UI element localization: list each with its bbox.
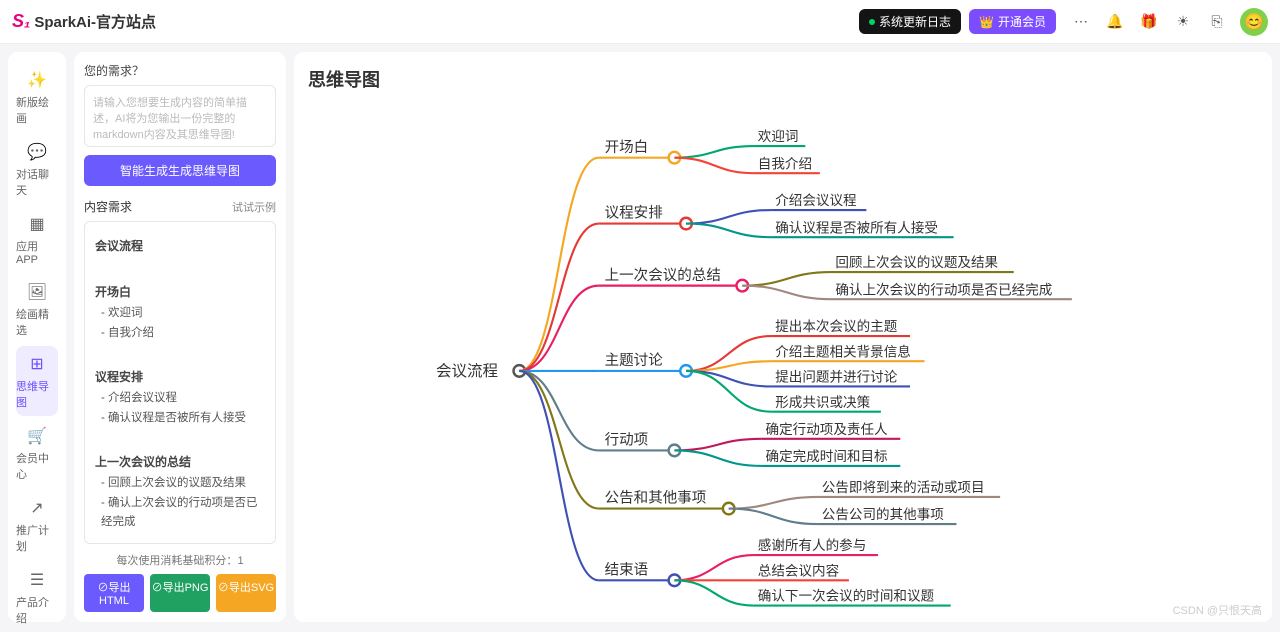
rail-item-3[interactable]: 🖼 绘画精选 [16,274,58,344]
svg-text:提出问题并进行讨论: 提出问题并进行讨论 [775,370,897,385]
svg-text:主题讨论: 主题讨论 [605,352,664,369]
vip-button[interactable]: 👑 开通会员 [969,9,1056,34]
svg-text:确认上次会议的行动项是否已经完成: 确认上次会议的行动项是否已经完成 [835,282,1052,297]
export-bar: ⊘导出HTML ⊘导出PNG ⊘导出SVG [84,574,276,612]
rail-icon: 🛒 [27,426,47,446]
theme-icon[interactable]: ☀ [1169,8,1197,36]
export-svg-button[interactable]: ⊘导出SVG [216,574,276,612]
rail-icon: 💬 [27,142,47,162]
svg-text:确认议程是否被所有人接受: 确认议程是否被所有人接受 [775,219,938,235]
svg-text:欢迎词: 欢迎词 [758,129,799,144]
rail-item-2[interactable]: ▦ 应用APP [16,206,58,272]
svg-text:确定完成时间和目标: 确定完成时间和目标 [766,449,888,464]
rail-icon: ⊞ [30,354,43,374]
logo[interactable]: S₁ SparkAi-官方站点 [12,11,156,32]
svg-text:提出本次会议的主题: 提出本次会议的主题 [775,319,897,334]
content-label: 内容需求 [84,198,132,215]
svg-text:行动项: 行动项 [605,432,649,449]
changelog-button[interactable]: 系统更新日志 [859,9,961,34]
rail-label: 应用APP [16,238,58,266]
svg-text:回顾上次会议的议题及结果: 回顾上次会议的议题及结果 [835,255,998,270]
changelog-label: 系统更新日志 [879,13,951,30]
rail-label: 推广计划 [16,522,58,554]
markdown-preview[interactable]: 会议流程开场白欢迎词自我介绍议程安排介绍会议议程确认议程是否被所有人接受上一次会… [84,221,276,544]
rail-item-6[interactable]: ↗ 推广计划 [16,490,58,560]
rail-icon: ☰ [30,570,44,590]
svg-text:形成共识或决策: 形成共识或决策 [775,394,870,410]
svg-text:总结会议内容: 总结会议内容 [758,562,840,578]
rail-label: 会员中心 [16,450,58,482]
need-label: 您的需求？ [84,62,276,79]
try-example-button[interactable]: 试试示例 [232,199,276,215]
rail-label: 对话聊天 [16,166,58,198]
svg-text:介绍主题相关背景信息: 介绍主题相关背景信息 [775,343,911,359]
gift-icon[interactable]: 🎁 [1135,8,1163,36]
svg-text:结束语: 结束语 [605,561,649,578]
svg-text:议程安排: 议程安排 [605,205,663,222]
credit-label: 每次使用消耗基础积分：1 [84,552,276,568]
avatar[interactable]: 😊 [1240,8,1268,36]
svg-text:确认下一次会议的时间和议题: 确认下一次会议的时间和议题 [758,589,935,604]
svg-text:确定行动项及责任人: 确定行动项及责任人 [766,422,888,437]
svg-text:开场白: 开场白 [605,139,649,156]
rail-icon: ↗ [30,498,43,518]
svg-text:自我介绍: 自我介绍 [758,156,812,171]
rail-item-0[interactable]: ✨ 新版绘画 [16,62,58,132]
logout-icon[interactable]: ⎘ [1203,8,1231,36]
mindmap[interactable]: 会议流程 开场白 欢迎词自我介绍议程安排 介绍会议议程确认议程是否被所有人接受上一次会… [308,98,1258,624]
rail-label: 绘画精选 [16,306,58,338]
svg-text:公告即将到来的活动或项目: 公告即将到来的活动或项目 [822,480,985,495]
svg-text:介绍会议议程: 介绍会议议程 [775,193,857,208]
left-panel: 您的需求？ 请输入您想要生成内容的简单描述，AI将为您输出一份完整的markdo… [74,52,286,622]
bell-icon[interactable]: 🔔 [1101,8,1129,36]
rail-icon: ✨ [27,70,47,90]
topbar: S₁ SparkAi-官方站点 系统更新日志 👑 开通会员 ⋯ 🔔 🎁 ☀ ⎘ … [0,0,1280,44]
svg-text:公告和其他事项: 公告和其他事项 [605,490,707,507]
vip-label: 开通会员 [998,13,1046,30]
export-html-button[interactable]: ⊘导出HTML [84,574,144,612]
svg-text:感谢所有人的参与: 感谢所有人的参与 [758,537,867,553]
rail-label: 新版绘画 [16,94,58,126]
rail-item-5[interactable]: 🛒 会员中心 [16,418,58,488]
export-png-button[interactable]: ⊘导出PNG [150,574,210,612]
wechat-icon[interactable]: ⋯ [1067,8,1095,36]
logo-mark: S₁ [12,11,30,32]
rail-item-4[interactable]: ⊞ 思维导图 [16,346,58,416]
rail-item-7[interactable]: ☰ 产品介绍 [16,562,58,632]
page-title: 思维导图 [308,66,1258,92]
rail-icon: 🖼 [27,282,47,302]
main-canvas: 思维导图 会议流程 开场白 欢迎词自我介绍议程安排 介绍会议议程确认议程是否被所有人接… [294,52,1272,622]
status-dot-icon [869,19,875,25]
crown-icon: 👑 [979,15,994,29]
svg-text:上一次会议的总结: 上一次会议的总结 [605,267,721,284]
watermark: CSDN @只恨天高 [1173,602,1262,618]
rail-icon: ▦ [29,214,44,234]
rail-item-1[interactable]: 💬 对话聊天 [16,134,58,204]
sidebar-rail: ✨新版绘画💬对话聊天▦应用APP🖼绘画精选⊞思维导图🛒会员中心↗推广计划☰产品介… [8,52,66,622]
rail-label: 产品介绍 [16,594,58,626]
rail-label: 思维导图 [16,378,58,410]
app-name: SparkAi-官方站点 [34,11,156,32]
svg-text:公告公司的其他事项: 公告公司的其他事项 [822,507,944,522]
prompt-input[interactable]: 请输入您想要生成内容的简单描述，AI将为您输出一份完整的markdown内容及其… [84,85,276,147]
generate-button[interactable]: 智能生成生成思维导图 [84,155,276,186]
svg-text:会议流程: 会议流程 [436,362,498,380]
